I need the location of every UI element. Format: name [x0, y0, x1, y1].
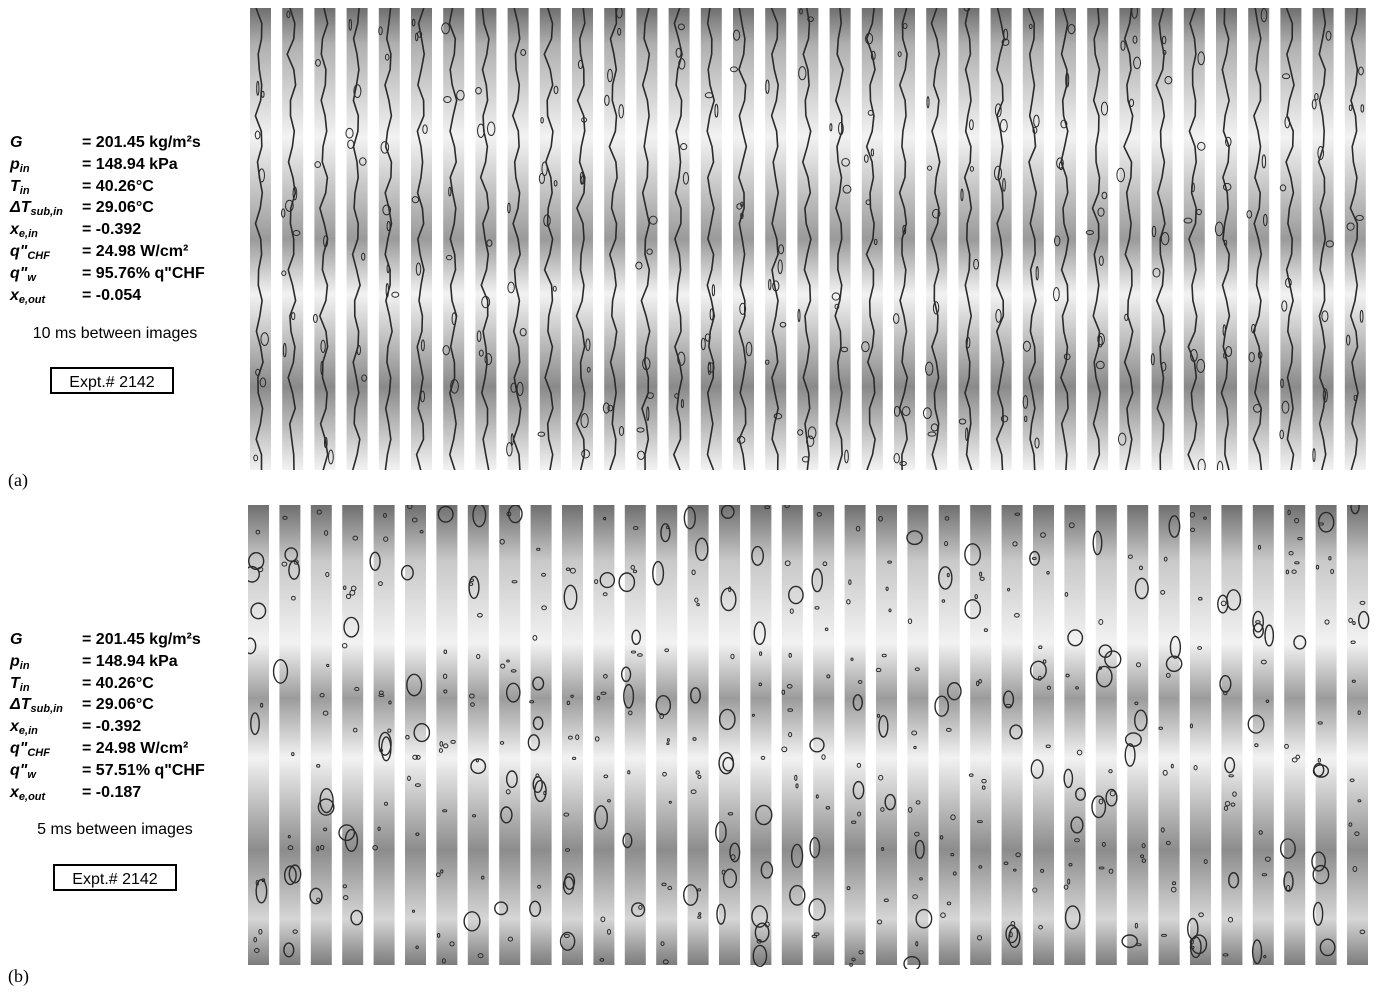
- flow-frame: [1183, 8, 1206, 470]
- flow-frame: [400, 505, 431, 965]
- flow-frame: [1247, 505, 1275, 965]
- flow-frame: [1279, 505, 1307, 965]
- flow-frame: [312, 8, 336, 470]
- flow-frame: [248, 505, 269, 965]
- flow-frame: [1246, 8, 1270, 470]
- flow-frame: [764, 8, 787, 470]
- flow-frame: [844, 505, 866, 967]
- flow-frame: [958, 8, 980, 470]
- flow-frame: [922, 8, 948, 470]
- flow-frame: [892, 8, 915, 470]
- flow-frame: [635, 8, 658, 470]
- panel-a: G = 201.45 kg/m²s pin = 148.94 kPa Tin =…: [8, 8, 1366, 490]
- flow-frame: [559, 505, 583, 965]
- flow-frame: [463, 505, 489, 965]
- flow-frame: [338, 505, 364, 965]
- flow-frame: [1029, 505, 1054, 965]
- flow-frame: [990, 8, 1012, 470]
- flow-frame: [1311, 505, 1337, 965]
- image-interval-a: 10 ms between images: [32, 325, 198, 342]
- flow-frame: [378, 8, 400, 470]
- image-interval-b: 5 ms between images: [37, 821, 193, 838]
- flow-frame: [281, 8, 304, 470]
- flow-frame: [903, 505, 933, 969]
- flow-frame: [1085, 8, 1109, 470]
- flow-frame: [1022, 8, 1044, 470]
- flow-frame: [272, 505, 302, 965]
- flow-frame: [494, 505, 523, 965]
- experiment-number-a: Expt.# 2142: [50, 367, 174, 394]
- flow-frame: [1150, 8, 1173, 470]
- flow-frame: [700, 8, 722, 470]
- image-sequence-b: [248, 505, 1370, 969]
- flow-frame: [435, 505, 458, 965]
- flow-frame: [1311, 8, 1334, 470]
- flow-frame: [309, 505, 335, 965]
- flow-frame: [808, 505, 835, 965]
- flow-frame: [730, 8, 754, 470]
- flow-frame: [715, 505, 741, 965]
- flow-frame: [1279, 8, 1302, 470]
- flow-frame: [1063, 505, 1086, 965]
- flow-frame: [829, 8, 852, 470]
- flow-frame: [652, 505, 678, 965]
- image-sequence-a: [250, 8, 1366, 470]
- flow-frame: [781, 505, 806, 965]
- flow-frame: [411, 8, 432, 470]
- flow-frame: [861, 8, 883, 470]
- flow-frame: [618, 505, 646, 965]
- flow-frame: [369, 505, 395, 965]
- flow-frame: [506, 8, 529, 470]
- panel-b: G = 201.45 kg/m²s pin = 148.94 kPa Tin =…: [0, 496, 1390, 992]
- flow-frame: [537, 8, 561, 470]
- flow-frame: [964, 505, 992, 965]
- flow-frame: [441, 8, 465, 470]
- flow-frame: [1344, 8, 1366, 470]
- flow-frame: [750, 505, 774, 968]
- flow-frame: [1347, 505, 1370, 965]
- experiment-number-b: Expt.# 2142: [53, 864, 177, 891]
- flow-frame: [875, 505, 897, 965]
- panel-label-a: (a): [8, 470, 28, 490]
- flow-frame: [475, 8, 497, 470]
- flow-frame: [1121, 505, 1149, 965]
- flow-frame: [683, 505, 709, 965]
- flow-frame: [1001, 505, 1023, 965]
- panel-label-b: (b): [8, 966, 29, 986]
- flow-frame: [797, 8, 819, 470]
- flow-frame: [1214, 8, 1237, 470]
- flow-frame: [1217, 505, 1243, 965]
- flow-frame: [572, 8, 593, 470]
- flow-frame: [527, 505, 552, 965]
- flow-frame: [602, 8, 626, 470]
- flow-frame: [250, 8, 271, 470]
- flow-frame: [1187, 505, 1211, 965]
- flow-frame: [1158, 505, 1183, 965]
- flow-frame: [668, 8, 690, 470]
- flow-frame: [345, 8, 368, 470]
- flow-frame: [593, 505, 616, 965]
- flow-frame: [1091, 505, 1122, 965]
- flow-frame: [1053, 8, 1076, 470]
- flow-frame: [1116, 8, 1142, 470]
- flow-frame: [934, 505, 962, 965]
